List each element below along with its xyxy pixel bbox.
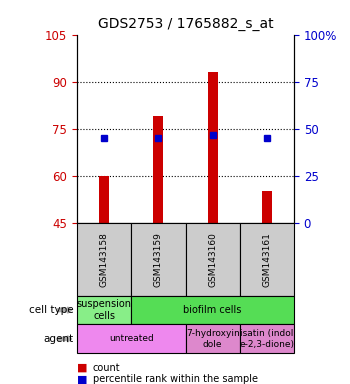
Text: GSM143159: GSM143159 (154, 232, 163, 286)
Bar (99, 176, 109, 223)
Text: count: count (93, 363, 120, 373)
Text: ■: ■ (77, 363, 88, 373)
Bar (154, 116, 163, 223)
Bar (262, 191, 272, 223)
Text: GSM143161: GSM143161 (262, 232, 271, 286)
Text: 7-hydroxyin
dole: 7-hydroxyin dole (186, 329, 239, 349)
Text: percentile rank within the sample: percentile rank within the sample (93, 374, 258, 384)
Text: agent: agent (43, 334, 74, 344)
Bar (208, 72, 217, 223)
Title: GDS2753 / 1765882_s_at: GDS2753 / 1765882_s_at (98, 17, 273, 31)
Text: ■: ■ (77, 374, 88, 384)
Text: GSM143158: GSM143158 (100, 232, 108, 286)
Text: suspension
cells: suspension cells (77, 299, 132, 321)
Text: untreated: untreated (109, 334, 154, 343)
Text: GSM143160: GSM143160 (208, 232, 217, 286)
Text: isatin (indol
e-2,3-dione): isatin (indol e-2,3-dione) (239, 329, 294, 349)
Text: cell type: cell type (29, 305, 74, 315)
Text: biofilm cells: biofilm cells (183, 305, 242, 315)
